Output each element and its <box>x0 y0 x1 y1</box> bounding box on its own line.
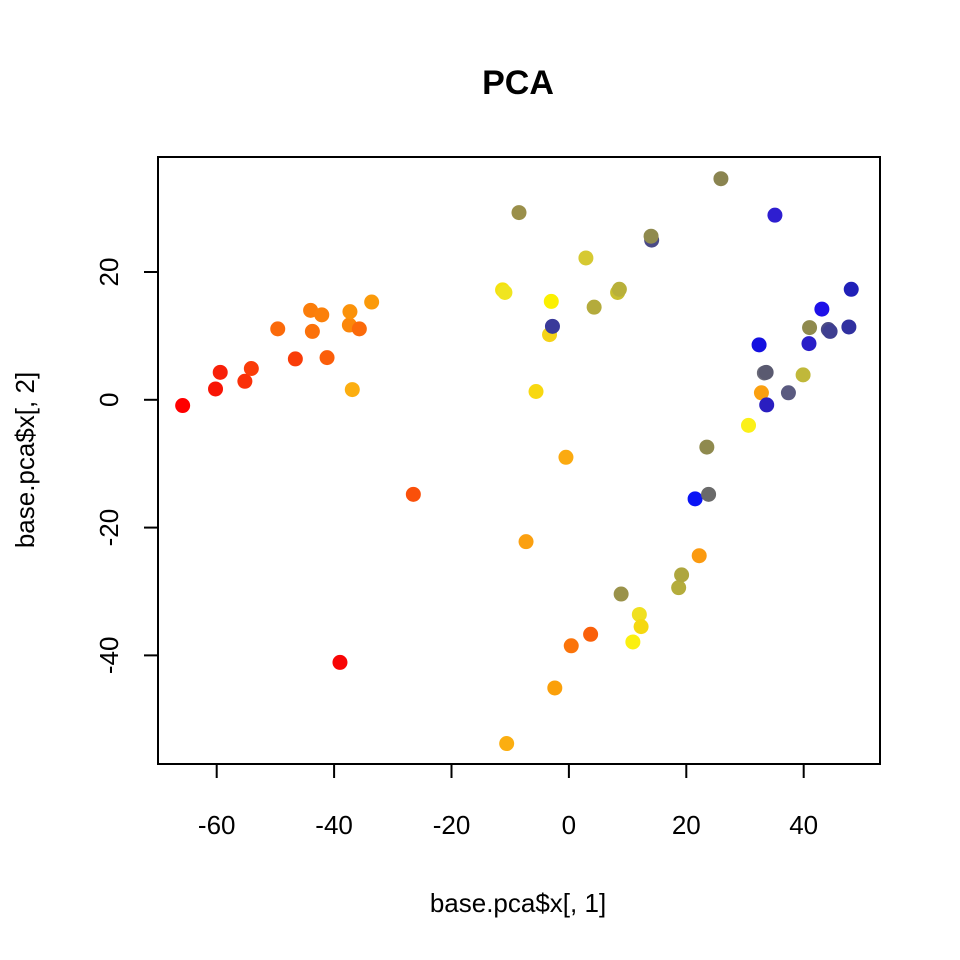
data-point <box>753 385 769 401</box>
y-axis: -40 -20 0 20 <box>94 258 159 675</box>
data-point <box>304 323 320 339</box>
chart-title: PCA <box>482 64 554 102</box>
data-point <box>499 736 515 752</box>
data-point <box>583 626 599 642</box>
data-point <box>351 321 367 337</box>
data-point <box>364 294 380 310</box>
x-tick-label: -40 <box>315 810 353 840</box>
data-point <box>208 381 224 397</box>
data-point <box>511 205 527 221</box>
data-point <box>801 336 817 352</box>
data-point <box>633 619 649 635</box>
y-tick-label: -20 <box>94 509 124 547</box>
data-point <box>547 680 563 696</box>
data-point <box>332 654 348 670</box>
x-tick-label: 20 <box>672 810 701 840</box>
data-point <box>822 323 838 339</box>
data-point <box>780 385 796 401</box>
data-point <box>319 350 335 366</box>
points-layer <box>175 171 859 752</box>
plot-area-frame <box>157 156 881 765</box>
data-point <box>314 307 330 323</box>
data-point <box>243 360 259 376</box>
data-point <box>841 319 857 335</box>
data-point <box>578 250 594 266</box>
y-tick-label: 0 <box>94 393 124 407</box>
data-point <box>814 301 830 317</box>
x-tick-label: 0 <box>562 810 576 840</box>
data-point <box>543 293 559 309</box>
data-point <box>212 364 228 380</box>
data-point <box>674 567 690 583</box>
data-point <box>586 299 602 315</box>
data-point <box>613 586 629 602</box>
data-point <box>342 304 358 320</box>
x-axis-title: base.pca$x[, 1] <box>430 888 606 918</box>
data-point <box>713 171 729 187</box>
data-point <box>237 373 253 389</box>
data-point <box>843 281 859 297</box>
data-point <box>758 364 774 380</box>
y-tick-label: 20 <box>94 258 124 287</box>
x-axis: -60 -40 -20 0 20 40 <box>198 763 818 840</box>
data-point <box>741 417 757 433</box>
data-point <box>687 491 703 507</box>
y-axis-title: base.pca$x[, 2] <box>10 372 40 548</box>
data-point <box>528 383 544 399</box>
data-point <box>405 486 421 502</box>
data-point <box>643 228 659 244</box>
x-tick-label: -20 <box>433 810 471 840</box>
y-tick-label: -40 <box>94 637 124 675</box>
data-point <box>558 449 574 465</box>
data-point <box>544 318 560 334</box>
data-point <box>344 382 360 398</box>
data-point <box>701 486 717 502</box>
data-point <box>625 634 641 650</box>
x-tick-label: 40 <box>789 810 818 840</box>
data-point <box>759 397 775 413</box>
data-point <box>611 281 627 297</box>
data-point <box>518 534 534 550</box>
data-point <box>175 398 191 414</box>
data-point <box>287 351 303 367</box>
data-point <box>795 367 811 383</box>
data-point <box>563 638 579 654</box>
data-point <box>631 606 647 622</box>
data-point <box>691 548 707 564</box>
data-point <box>699 439 715 455</box>
data-point <box>767 207 783 223</box>
data-point <box>497 284 513 300</box>
data-point <box>270 321 286 337</box>
data-point <box>751 337 767 353</box>
data-point <box>671 580 687 596</box>
x-tick-label: -60 <box>198 810 236 840</box>
data-point <box>802 320 818 336</box>
